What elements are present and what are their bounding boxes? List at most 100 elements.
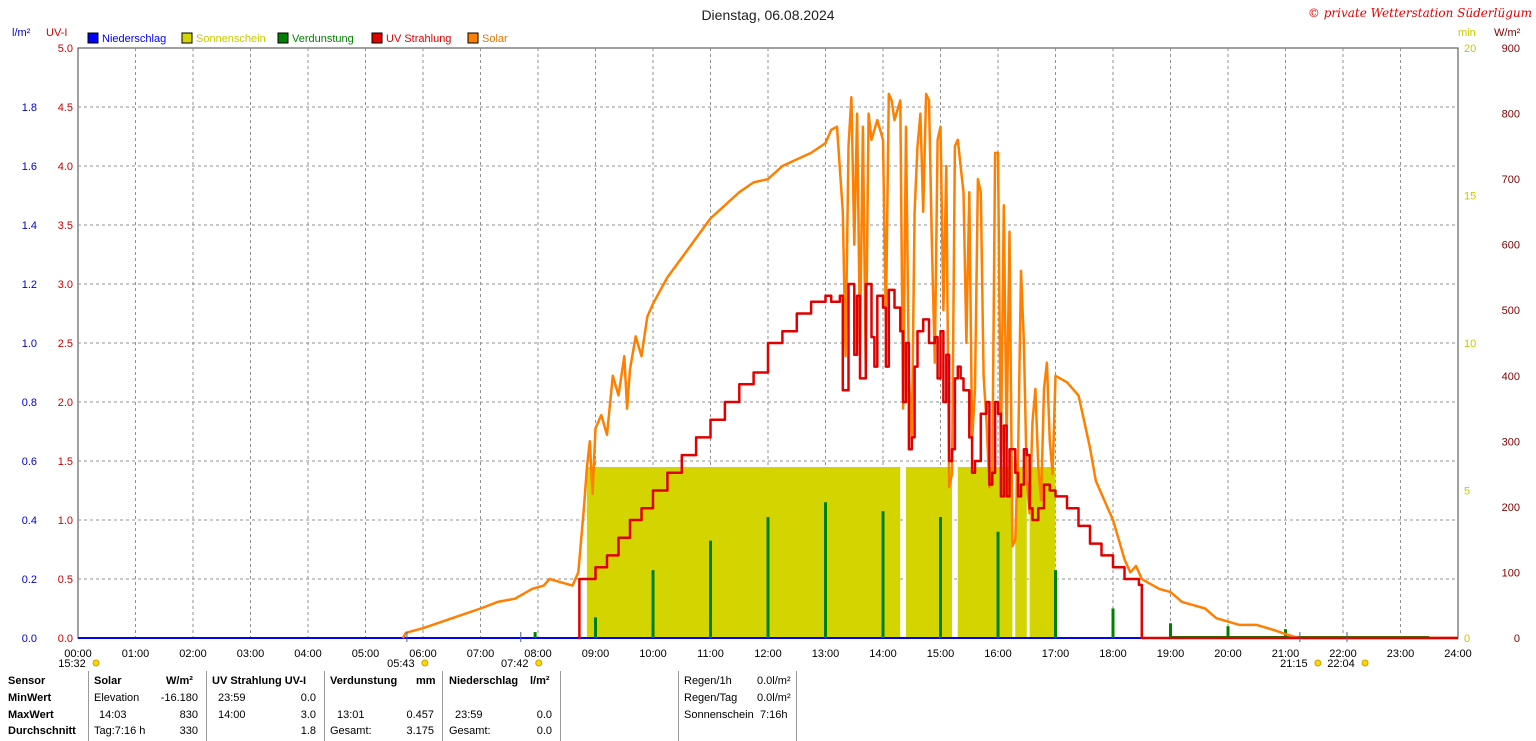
- x-tick-label: 18:00: [1099, 648, 1127, 660]
- uv-axis-tick: 1.0: [58, 515, 73, 527]
- rain-axis-tick: 1.6: [22, 161, 37, 173]
- x-tick-label: 13:00: [812, 648, 840, 660]
- sunshine-block: [586, 467, 901, 638]
- x-tick-label: 22:00: [1329, 648, 1357, 660]
- sunshine-block: [1029, 467, 1056, 638]
- stats-row-solar-time: Tag:7:16 h: [94, 725, 146, 737]
- legend-label: UV Strahlung: [386, 33, 451, 45]
- sunshine-axis-unit: min: [1458, 27, 1476, 39]
- x-tick-label: 06:00: [409, 648, 437, 660]
- stats-row-solar-time: Elevation: [94, 692, 140, 704]
- stats-row-solar-value: -16.180: [160, 692, 198, 704]
- stats-row-evap-value: 0.457: [406, 709, 434, 721]
- uv-axis-tick: 2.0: [58, 397, 73, 409]
- solar-axis-tick: 300: [1502, 436, 1520, 448]
- stats-row-rain-time: 23:59: [455, 709, 483, 721]
- legend-swatch: [87, 32, 99, 44]
- sunshine-block: [1015, 467, 1027, 638]
- legend-label: Niederschlag: [102, 33, 166, 45]
- rain-axis-tick: 0.2: [22, 574, 37, 586]
- chart-title: Dienstag, 06.08.2024: [701, 7, 834, 23]
- copyright-notice: © private Wetterstation Süderlügum: [1308, 6, 1532, 20]
- stats-row-solar-value: 830: [179, 709, 198, 721]
- time-marker-label: 21:15: [1280, 658, 1308, 669]
- time-marker-label: 05:43: [387, 658, 415, 669]
- rain-axis-tick: 0.8: [22, 397, 37, 409]
- sunshine-axis-tick: 15: [1464, 191, 1476, 203]
- uv-axis-tick: 0.5: [58, 574, 73, 586]
- stats-header-evap: Verdunstung: [330, 675, 398, 687]
- x-tick-label: 16:00: [984, 648, 1012, 660]
- legend-label: Sonnenschein: [196, 33, 266, 45]
- x-tick-label: 23:00: [1387, 648, 1415, 660]
- time-marker-label: 22:04: [1327, 658, 1355, 669]
- weather-chart: 00:00 01:00 02:00 03:00 04:00 05:00 06:00 07:00…: [12, 6, 1532, 669]
- x-tick-label: 17:00: [1042, 648, 1070, 660]
- stats-row-rain-time: Gesamt:: [449, 725, 491, 737]
- x-tick-label: 00:00: [64, 648, 92, 660]
- stats-header-evap-unit: mm: [416, 675, 436, 687]
- stats-header-rain: Niederschlag: [449, 675, 519, 687]
- stats-row-label: MaxWert: [8, 709, 54, 721]
- solar-axis-tick: 800: [1502, 109, 1520, 121]
- x-tick-label: 21:00: [1272, 648, 1300, 660]
- rain-axis-tick: 0.0: [22, 633, 37, 645]
- extra-value: 7:16h: [760, 709, 788, 721]
- stats-divider: [206, 671, 207, 741]
- extra-label: Regen/Tag: [684, 692, 738, 704]
- stats-header-solar: Solar: [94, 675, 122, 687]
- extra-value: 0.0l/m²: [757, 675, 791, 687]
- solar-line: [401, 92, 1458, 640]
- x-tick-label: 15:00: [927, 648, 955, 660]
- x-tick-label: 09:00: [582, 648, 610, 660]
- legend-swatch: [371, 32, 383, 44]
- rain-axis-unit: l/m²: [12, 27, 31, 39]
- solar-axis-tick: 500: [1502, 305, 1520, 317]
- solar-axis-tick: 700: [1502, 174, 1520, 186]
- sun-marker-icon: [1361, 659, 1369, 667]
- uv-axis-tick: 2.5: [58, 338, 73, 350]
- rain-axis-tick: 1.8: [22, 102, 37, 114]
- solar-axis-tick: 900: [1502, 43, 1520, 55]
- sunshine-axis-tick: 5: [1464, 486, 1470, 498]
- x-tick-label: 01:00: [122, 648, 150, 660]
- stats-row-solar-value: 330: [179, 725, 198, 737]
- stats-row-uv-value: 1.8: [300, 725, 316, 737]
- time-marker-label: 07:42: [501, 658, 529, 669]
- stats-divider: [678, 671, 679, 741]
- stats-row-rain-value: 0.0: [536, 725, 552, 737]
- x-tick-label: 02:00: [179, 648, 207, 660]
- stats-row-uv-time: 14:00: [218, 709, 246, 721]
- solar-axis-tick: 600: [1502, 240, 1520, 252]
- stats-divider: [560, 671, 561, 741]
- sun-marker-icon: [535, 659, 543, 667]
- sun-marker-icon: [1314, 659, 1322, 667]
- stats-header-solar-unit: W/m²: [166, 675, 193, 687]
- x-tick-label: 10:00: [639, 648, 667, 660]
- stats-header-sensor: Sensor: [8, 675, 46, 687]
- stats-row-label: Durchschnitt: [8, 725, 76, 737]
- x-tick-label: 12:00: [754, 648, 782, 660]
- stats-table: Sensor Solar W/m² UV Strahlung UV-I Verd…: [0, 669, 1536, 741]
- stats-header-rain-unit: l/m²: [530, 675, 550, 687]
- stats-row-evap-time: Gesamt:: [330, 725, 372, 737]
- x-tick-label: 04:00: [294, 648, 322, 660]
- rain-axis-tick: 0.6: [22, 456, 37, 468]
- x-tick-label: 19:00: [1157, 648, 1185, 660]
- x-tick-label: 20:00: [1214, 648, 1242, 660]
- legend-swatch: [277, 32, 289, 44]
- uv-axis-tick: 3.0: [58, 279, 73, 291]
- rain-axis-tick: 1.4: [22, 220, 37, 232]
- solar-axis-unit: W/m²: [1494, 27, 1521, 39]
- time-marker-label: 15:32: [58, 658, 86, 669]
- x-tick-label: 05:00: [352, 648, 380, 660]
- sunshine-axis-tick: 20: [1464, 43, 1476, 55]
- uv-axis-tick: 4.0: [58, 161, 73, 173]
- solar-axis-tick: 200: [1502, 502, 1520, 514]
- sunshine-axis-tick: 0: [1464, 633, 1470, 645]
- stats-divider: [796, 671, 797, 741]
- uv-line: [578, 282, 1458, 640]
- legend: Niederschlag Sonnenschein Verdunstung UV St…: [87, 32, 508, 45]
- stats-row-rain-value: 0.0: [536, 709, 552, 721]
- x-tick-label: 03:00: [237, 648, 265, 660]
